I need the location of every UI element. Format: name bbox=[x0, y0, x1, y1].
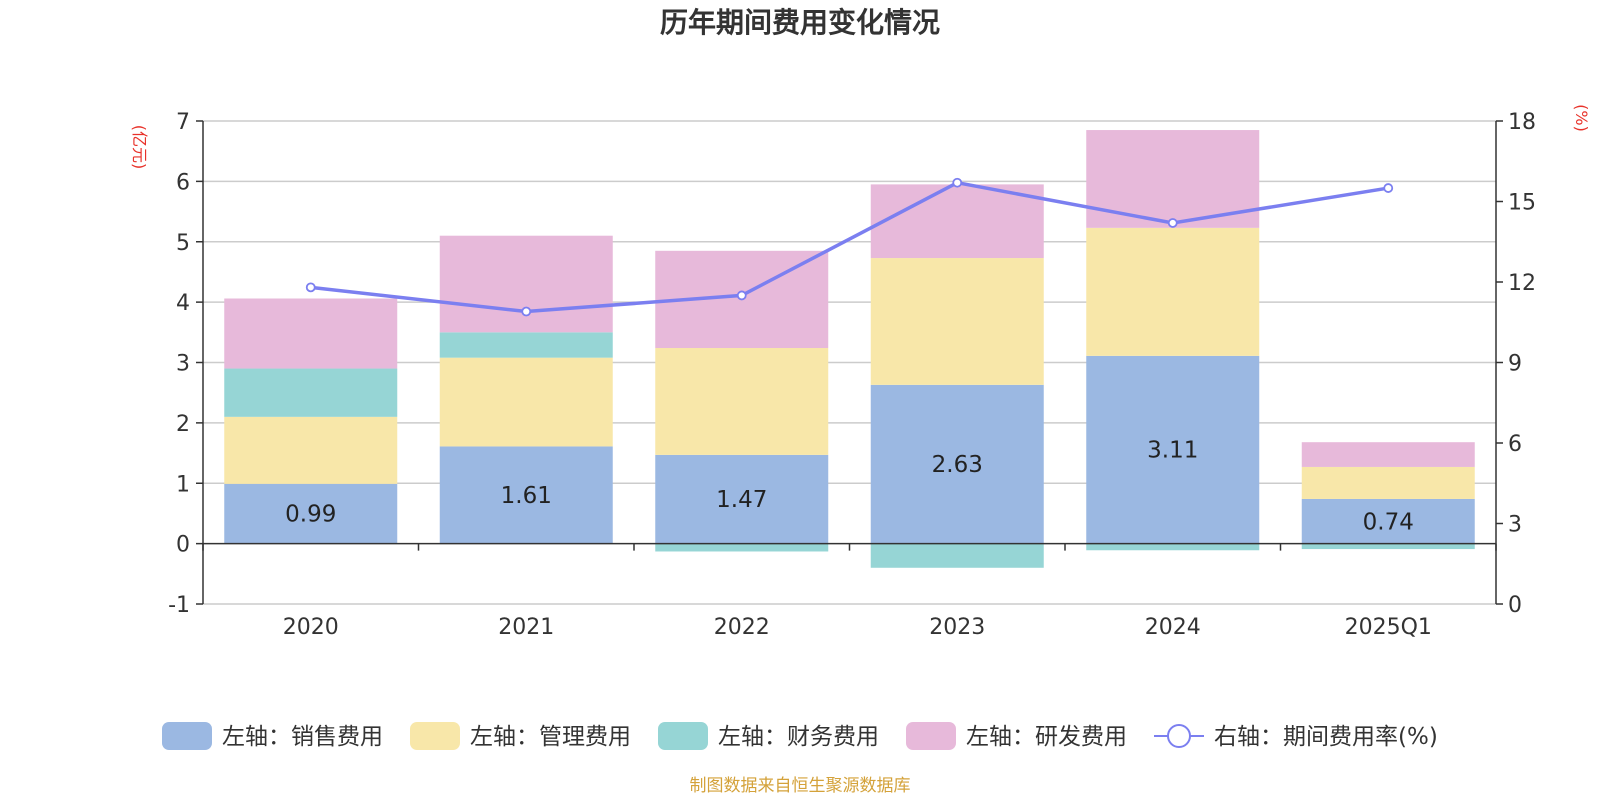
legend-label: 左轴：财务费用 bbox=[718, 724, 879, 750]
source-note: 制图数据来自恒生聚源数据库 bbox=[690, 776, 911, 796]
bar-segment bbox=[1086, 227, 1260, 356]
legend-swatch bbox=[162, 722, 212, 750]
data-label: 3.11 bbox=[1147, 438, 1198, 464]
legend: 左轴：销售费用 左轴：管理费用 左轴：财务费用 左轴：研发费用 右轴：期间费用率(%) bbox=[162, 722, 1438, 750]
bar-segment bbox=[655, 348, 829, 455]
legend-swatch bbox=[906, 722, 956, 750]
rate-point bbox=[521, 306, 532, 317]
data-label: 2.63 bbox=[932, 452, 983, 478]
bar-segment bbox=[655, 454, 829, 544]
legend-label: 右轴：期间费用率(%) bbox=[1214, 724, 1438, 750]
right-tick-label: 0 bbox=[1508, 593, 1522, 618]
bar-segment bbox=[870, 384, 1044, 544]
right-tick-label: 15 bbox=[1508, 191, 1536, 216]
rate-point bbox=[305, 282, 316, 293]
rate-series-line bbox=[310, 180, 1389, 314]
data-label: 1.61 bbox=[501, 483, 552, 509]
rate-point bbox=[952, 177, 963, 188]
x-tick-label: 2023 bbox=[929, 615, 985, 640]
bar-segment bbox=[224, 368, 398, 417]
left-tick-label: 5 bbox=[176, 231, 190, 256]
x-tick-label: 2021 bbox=[498, 615, 554, 640]
left-tick-label: -1 bbox=[168, 593, 190, 618]
bar-segment bbox=[224, 483, 398, 544]
bar-segment bbox=[439, 235, 613, 333]
bar-segment bbox=[1086, 355, 1260, 544]
left-tick-label: 1 bbox=[176, 472, 190, 497]
legend-label: 左轴：管理费用 bbox=[470, 724, 631, 750]
bar-segment bbox=[1301, 543, 1475, 550]
bar-segment bbox=[224, 298, 398, 369]
rate-point bbox=[736, 290, 747, 301]
bar-segment bbox=[224, 416, 398, 484]
rate-point bbox=[1167, 218, 1178, 228]
bar-segment bbox=[1301, 498, 1475, 544]
bar-segment bbox=[870, 543, 1044, 568]
bar-segment bbox=[439, 357, 613, 447]
bar-segment bbox=[439, 332, 613, 358]
bar-segment bbox=[1301, 466, 1475, 499]
data-label: 0.74 bbox=[1363, 509, 1414, 535]
legend-marker bbox=[1167, 724, 1191, 748]
right-tick-label: 18 bbox=[1508, 110, 1536, 135]
left-tick-label: 0 bbox=[176, 533, 190, 558]
data-label: 0.99 bbox=[285, 502, 336, 528]
left-tick-label: 3 bbox=[176, 352, 190, 377]
left-axis-unit: (亿元) bbox=[130, 125, 149, 170]
left-tick-label: 4 bbox=[176, 291, 190, 316]
gridlines bbox=[203, 120, 1496, 605]
bars bbox=[224, 130, 1475, 568]
rate-point bbox=[1383, 183, 1394, 193]
x-tick-label: 2024 bbox=[1145, 615, 1201, 640]
bar-segment bbox=[655, 543, 829, 552]
right-tick-label: 6 bbox=[1508, 432, 1522, 457]
data-label: 1.47 bbox=[716, 487, 767, 513]
bar-segment bbox=[1301, 442, 1475, 467]
bar-segment bbox=[1086, 543, 1260, 551]
right-tick-label: 9 bbox=[1508, 352, 1522, 377]
left-tick-label: 7 bbox=[176, 110, 190, 135]
data-labels: 0.99 1.61 1.47 2.63 3.11 0.74 bbox=[285, 438, 1414, 536]
legend-swatch bbox=[410, 722, 460, 750]
left-tick-label: 6 bbox=[176, 170, 190, 195]
x-tick-label: 2020 bbox=[283, 615, 339, 640]
bar-segment bbox=[870, 184, 1044, 259]
right-tick-label: 3 bbox=[1508, 513, 1522, 538]
bar-segment bbox=[870, 258, 1044, 385]
left-tick-label: 2 bbox=[176, 412, 190, 437]
bar-segment bbox=[439, 446, 613, 544]
right-tick-label: 12 bbox=[1508, 271, 1536, 296]
right-axis-unit: (%) bbox=[1572, 104, 1591, 132]
x-tick-label: 2022 bbox=[714, 615, 770, 640]
legend-swatch bbox=[658, 722, 708, 750]
rate-line bbox=[305, 177, 1394, 317]
legend-label: 左轴：研发费用 bbox=[966, 724, 1127, 750]
x-tick-label: 2025Q1 bbox=[1345, 615, 1432, 640]
legend-label: 左轴：销售费用 bbox=[222, 724, 383, 750]
chart-title: 历年期间费用变化情况 bbox=[660, 6, 940, 39]
